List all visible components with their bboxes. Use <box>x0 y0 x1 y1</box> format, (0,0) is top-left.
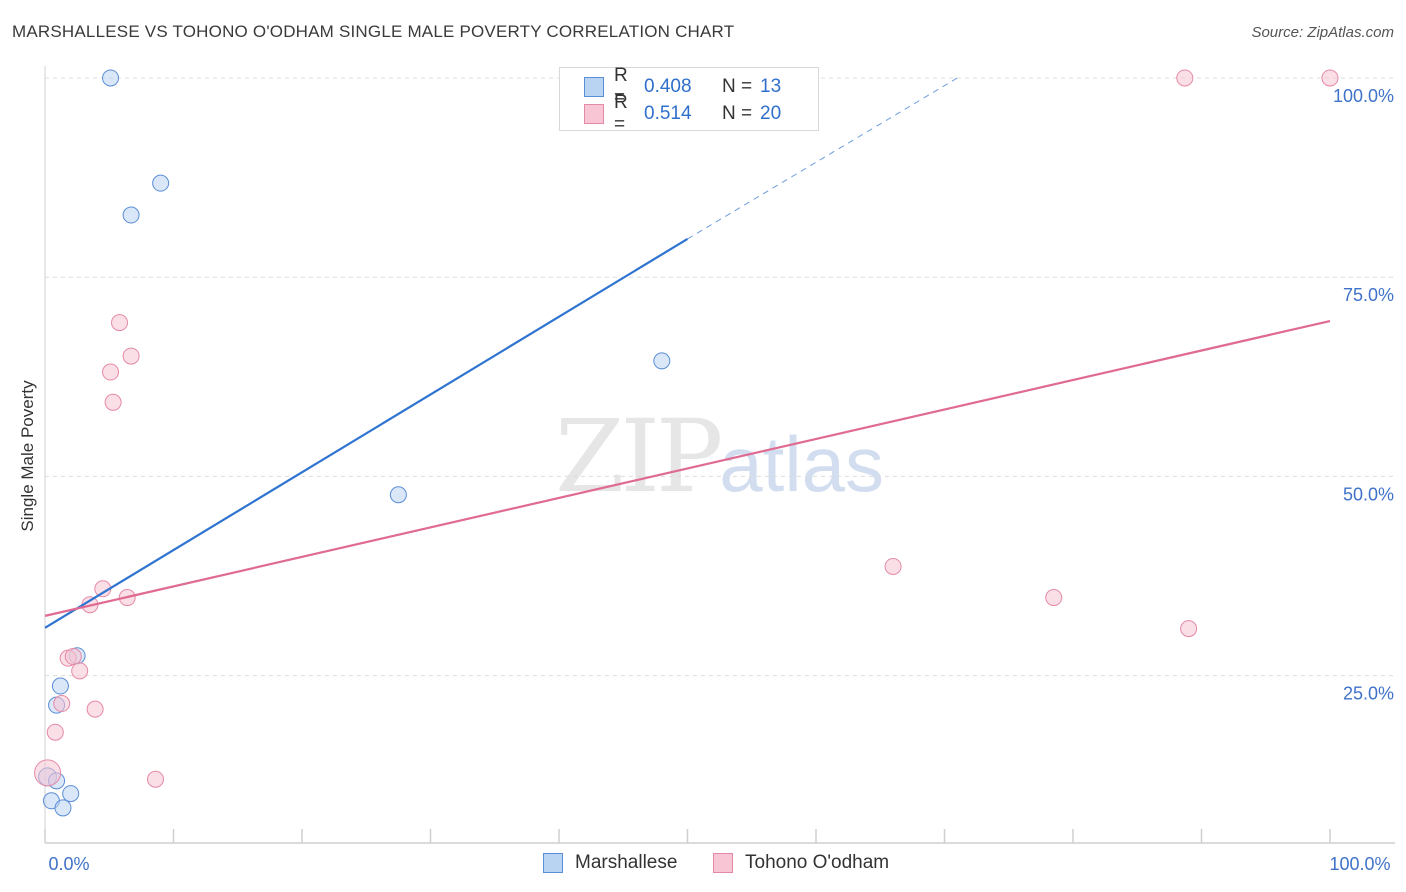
tohono-point <box>53 695 71 713</box>
marshallese-trendline-extension <box>687 77 958 240</box>
tohono-point <box>46 723 64 741</box>
y-tick-label: 50.0% <box>1343 484 1394 504</box>
marshallese-point <box>152 174 170 192</box>
legend-n-label: N = <box>722 103 753 124</box>
legend-n-label: N = <box>722 76 753 97</box>
marshallese-trendline <box>44 238 689 629</box>
tohono-point <box>71 662 89 680</box>
tohono-point <box>122 347 140 365</box>
marshallese-point <box>389 486 407 504</box>
bottom-legend-tohono: Tohono O'odham <box>713 852 889 874</box>
tohono-point <box>34 759 62 787</box>
bottom-legend-label: Marshallese <box>575 852 678 873</box>
legend-r-value: 0.408 <box>644 76 692 97</box>
tohono-point <box>1045 589 1063 607</box>
y-tick-label: 25.0% <box>1343 684 1394 704</box>
tohono-point <box>1180 620 1198 638</box>
marshallese-point <box>54 799 72 817</box>
marshallese-point <box>122 206 140 224</box>
bottom-legend-swatch-pink <box>713 853 733 873</box>
tohono-point <box>64 648 82 666</box>
bottom-legend-marshallese: Marshallese <box>543 852 677 874</box>
legend-r-label: R = <box>614 65 628 108</box>
chart-title: MARSHALLESE VS TOHONO O'ODHAM SINGLE MAL… <box>12 22 735 41</box>
tohono-point <box>111 314 129 332</box>
tohono-point <box>86 700 104 718</box>
x-tick-label-max: 100.0% <box>1329 854 1390 874</box>
y-tick-label: 75.0% <box>1343 285 1394 305</box>
legend-n-value: 20 <box>760 103 782 124</box>
tohono-point <box>147 770 165 788</box>
legend-r-label: R = <box>614 92 628 135</box>
bottom-legend-label: Tohono O'odham <box>745 852 890 873</box>
marshallese-point <box>51 677 69 695</box>
watermark: ZIPatlas <box>555 398 884 515</box>
y-axis-label: Single Male Poverty <box>18 380 37 532</box>
legend-r-value: 0.514 <box>644 103 692 124</box>
watermark-atlas: atlas <box>719 420 885 508</box>
tohono-trendline <box>44 319 1331 617</box>
tohono-point <box>102 363 120 381</box>
correlation-legend: R = 0.408 N = 13 R = 0.514 N = 20 <box>559 65 819 135</box>
marshallese-point <box>62 785 80 803</box>
marshallese-point <box>653 352 671 370</box>
tohono-point <box>104 393 122 411</box>
legend-row-tohono: R = 0.514 N = 20 <box>584 92 782 135</box>
legend-swatch-pink <box>584 104 604 124</box>
legend-n-value: 13 <box>760 76 782 97</box>
source-label: Source: ZipAtlas.com <box>1251 24 1394 41</box>
legend-swatch-blue <box>584 77 604 97</box>
bottom-legend-swatch-blue <box>543 853 563 873</box>
tohono-point <box>884 557 902 575</box>
watermark-zip: ZIP <box>555 398 723 515</box>
marshallese-point <box>102 69 120 87</box>
tohono-point <box>1321 69 1339 87</box>
legend-row-marshallese: R = 0.408 N = 13 <box>584 65 782 108</box>
y-tick-label: 100.0% <box>1333 86 1394 106</box>
tohono-point <box>1176 69 1194 87</box>
x-tick-label-min: 0.0% <box>48 854 89 874</box>
